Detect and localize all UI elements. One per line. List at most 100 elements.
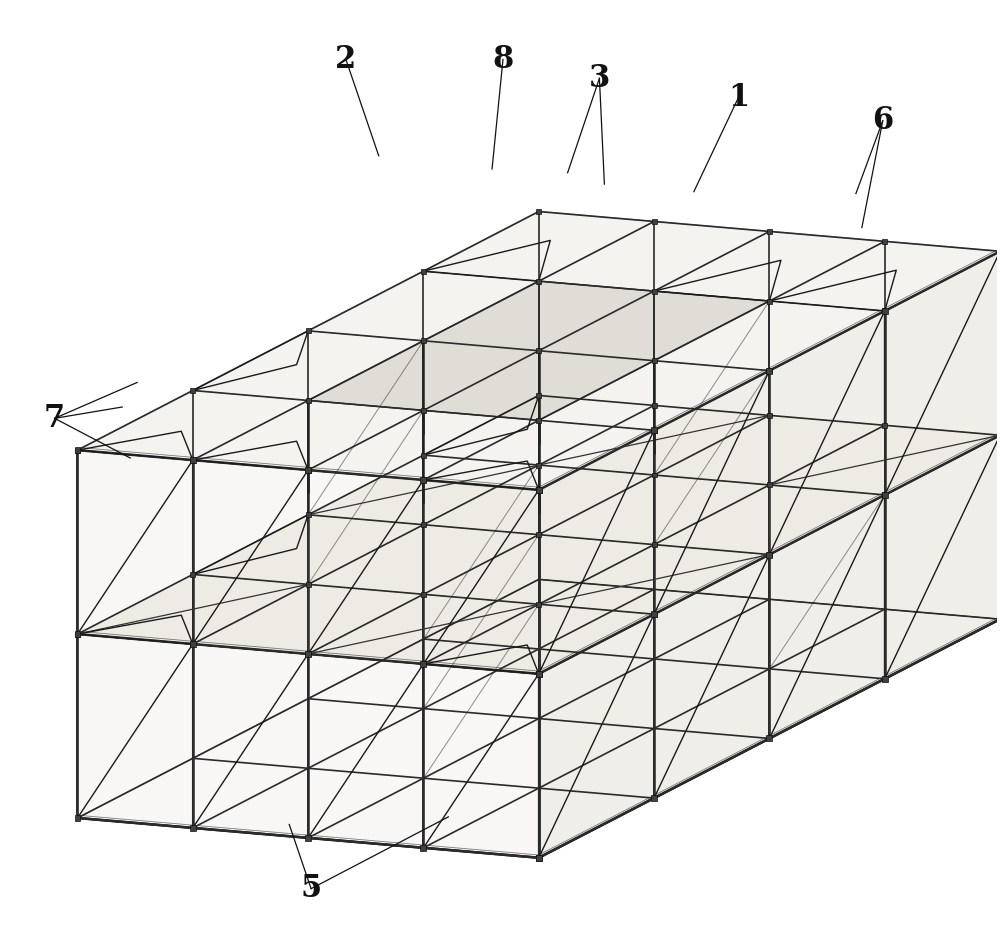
Bar [75,632,80,636]
Bar [536,601,541,607]
Polygon shape [308,281,769,420]
Bar [421,478,426,483]
Bar [536,671,542,676]
Bar [652,358,657,363]
Polygon shape [308,271,423,515]
Bar [75,631,80,637]
Text: 2: 2 [335,44,357,75]
Bar [998,433,1000,438]
Polygon shape [539,406,769,475]
Polygon shape [308,410,539,480]
Bar [767,552,772,557]
Bar [652,403,657,408]
Polygon shape [423,524,539,718]
Bar [536,463,541,467]
Bar [305,467,311,473]
Polygon shape [193,401,308,644]
Bar [652,472,657,478]
Polygon shape [423,604,539,847]
Polygon shape [539,604,654,798]
Bar [190,572,195,577]
Polygon shape [193,515,423,584]
Bar [767,483,772,487]
Bar [306,329,311,333]
Polygon shape [308,515,423,709]
Bar [767,369,772,373]
Bar [997,248,1000,255]
Polygon shape [885,252,1000,495]
Bar [421,522,426,527]
Bar [420,477,426,483]
Bar [882,492,887,498]
Bar [190,641,196,647]
Polygon shape [308,455,539,524]
Polygon shape [423,595,539,788]
Bar [75,815,80,821]
Polygon shape [539,475,654,718]
Polygon shape [193,401,423,470]
Polygon shape [308,470,423,664]
Polygon shape [423,466,539,709]
Polygon shape [423,212,654,281]
Bar [190,457,196,463]
Bar [997,432,1000,438]
Polygon shape [308,401,423,595]
Bar [767,298,772,303]
Polygon shape [769,241,1000,311]
Bar [536,487,541,492]
Polygon shape [423,535,654,604]
Polygon shape [654,555,769,798]
Bar [651,428,657,433]
Bar [651,611,657,618]
Bar [421,592,426,597]
Polygon shape [654,361,769,555]
Bar [75,447,80,452]
Text: 5: 5 [301,873,322,904]
Bar [536,209,541,214]
Polygon shape [423,341,539,535]
Polygon shape [654,301,885,370]
Polygon shape [654,301,769,544]
Bar [652,428,657,433]
Bar [767,413,772,418]
Polygon shape [654,484,885,555]
Polygon shape [769,301,885,495]
Polygon shape [539,221,654,466]
Polygon shape [654,484,769,729]
Bar [536,532,541,537]
Polygon shape [885,426,1000,619]
Polygon shape [539,475,769,544]
Bar [536,855,542,861]
Polygon shape [654,232,769,475]
Bar [882,308,888,314]
Bar [306,652,311,656]
Polygon shape [423,395,539,639]
Text: 8: 8 [492,44,514,75]
Polygon shape [539,281,654,475]
Bar [998,249,1000,254]
Polygon shape [423,410,539,604]
Polygon shape [769,426,885,669]
Polygon shape [308,271,539,341]
Bar [882,423,887,428]
Polygon shape [423,455,539,649]
Polygon shape [654,415,769,659]
Bar [536,487,542,493]
Polygon shape [193,390,308,584]
Bar [536,349,541,353]
Polygon shape [769,415,885,609]
Polygon shape [539,291,654,535]
Bar [190,458,195,463]
Bar [190,641,195,647]
Polygon shape [654,475,769,669]
Polygon shape [539,544,654,788]
Polygon shape [769,241,885,484]
Polygon shape [539,420,654,615]
Polygon shape [539,361,654,604]
Polygon shape [308,595,539,664]
Polygon shape [308,341,423,584]
Bar [306,512,311,517]
Polygon shape [654,221,769,415]
Polygon shape [539,466,654,659]
Bar [536,855,542,861]
